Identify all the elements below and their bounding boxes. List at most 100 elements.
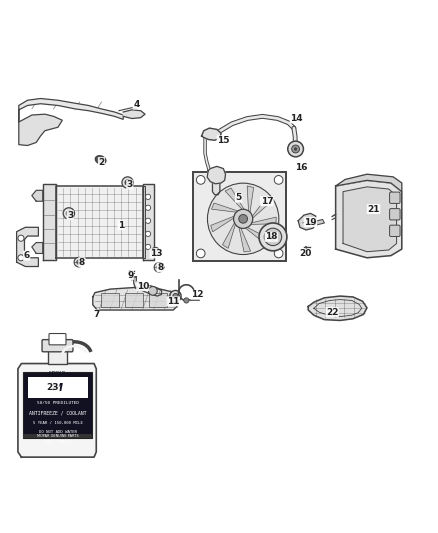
Circle shape <box>154 263 164 272</box>
Circle shape <box>274 175 283 184</box>
FancyBboxPatch shape <box>390 225 400 237</box>
FancyBboxPatch shape <box>102 294 119 306</box>
Circle shape <box>66 211 71 216</box>
Text: 16: 16 <box>296 163 308 172</box>
Circle shape <box>157 265 161 270</box>
Circle shape <box>170 290 181 302</box>
Polygon shape <box>134 277 162 296</box>
Text: 9: 9 <box>127 271 134 280</box>
Text: MOPAR GENUINE PARTS: MOPAR GENUINE PARTS <box>37 433 78 438</box>
Circle shape <box>145 194 151 199</box>
Circle shape <box>18 235 24 241</box>
Polygon shape <box>223 222 236 248</box>
Text: 2: 2 <box>99 158 105 166</box>
Circle shape <box>259 223 287 251</box>
Circle shape <box>145 205 151 211</box>
Circle shape <box>173 294 178 298</box>
Polygon shape <box>143 186 145 258</box>
Polygon shape <box>247 186 254 213</box>
Circle shape <box>77 260 81 264</box>
Circle shape <box>152 247 159 255</box>
Circle shape <box>122 177 133 188</box>
Circle shape <box>74 257 84 267</box>
FancyBboxPatch shape <box>48 351 67 364</box>
FancyBboxPatch shape <box>42 340 73 352</box>
Polygon shape <box>17 228 39 266</box>
Circle shape <box>274 249 283 258</box>
Circle shape <box>208 183 279 255</box>
Text: 23: 23 <box>46 383 59 392</box>
Text: 10: 10 <box>137 281 149 290</box>
FancyBboxPatch shape <box>390 192 400 204</box>
Polygon shape <box>201 128 221 140</box>
Circle shape <box>288 141 304 157</box>
Text: 7: 7 <box>93 310 99 319</box>
Circle shape <box>154 249 157 253</box>
Circle shape <box>294 148 297 150</box>
Polygon shape <box>212 203 239 212</box>
Ellipse shape <box>95 156 106 164</box>
Polygon shape <box>19 114 62 146</box>
Text: 17: 17 <box>261 197 273 206</box>
Circle shape <box>269 233 276 240</box>
Text: 8: 8 <box>157 263 163 272</box>
Circle shape <box>148 287 157 295</box>
Polygon shape <box>211 216 235 232</box>
Polygon shape <box>308 296 367 320</box>
Text: 5 YEAR / 150,000 MILE: 5 YEAR / 150,000 MILE <box>32 421 82 425</box>
FancyBboxPatch shape <box>390 208 400 220</box>
Text: 22: 22 <box>326 308 339 317</box>
Polygon shape <box>18 364 96 457</box>
Circle shape <box>18 255 24 261</box>
Text: 14: 14 <box>290 114 303 123</box>
Polygon shape <box>245 227 269 244</box>
Circle shape <box>145 244 151 249</box>
Polygon shape <box>43 184 56 260</box>
Polygon shape <box>32 243 43 254</box>
Text: 12: 12 <box>191 290 204 300</box>
Text: HOAT FORMULA: HOAT FORMULA <box>44 440 71 444</box>
Text: DO NOT ADD WATER: DO NOT ADD WATER <box>39 430 77 434</box>
Text: 8: 8 <box>79 257 85 266</box>
Circle shape <box>63 208 74 219</box>
FancyBboxPatch shape <box>23 434 92 438</box>
FancyBboxPatch shape <box>23 372 92 438</box>
Text: 11: 11 <box>167 297 180 306</box>
Polygon shape <box>343 187 396 252</box>
FancyBboxPatch shape <box>149 294 167 306</box>
Circle shape <box>145 218 151 223</box>
Polygon shape <box>336 180 402 258</box>
Text: M: M <box>52 383 63 393</box>
Text: 5: 5 <box>236 193 242 202</box>
Polygon shape <box>212 184 220 195</box>
Text: 21: 21 <box>367 205 380 214</box>
Polygon shape <box>250 217 276 224</box>
Text: 20: 20 <box>299 249 311 258</box>
Circle shape <box>233 209 253 229</box>
Polygon shape <box>93 287 179 310</box>
Text: 19: 19 <box>304 217 317 227</box>
Text: 13: 13 <box>150 249 162 258</box>
FancyBboxPatch shape <box>49 334 66 345</box>
Circle shape <box>292 145 300 153</box>
Polygon shape <box>19 99 123 123</box>
Text: 3: 3 <box>127 180 133 189</box>
FancyBboxPatch shape <box>28 377 88 398</box>
Polygon shape <box>239 227 251 252</box>
Polygon shape <box>225 188 245 211</box>
Polygon shape <box>336 174 402 192</box>
Text: 15: 15 <box>217 136 230 145</box>
Polygon shape <box>207 166 226 184</box>
Polygon shape <box>32 190 43 201</box>
Text: MOPAR: MOPAR <box>49 371 66 376</box>
Text: 1: 1 <box>118 221 124 230</box>
Polygon shape <box>123 110 145 118</box>
Text: 18: 18 <box>265 232 278 241</box>
FancyBboxPatch shape <box>125 294 143 306</box>
Polygon shape <box>56 186 143 258</box>
Circle shape <box>196 249 205 258</box>
Text: ANTIFREEZE / COOLANT: ANTIFREEZE / COOLANT <box>29 410 86 416</box>
FancyBboxPatch shape <box>193 172 286 261</box>
Circle shape <box>196 175 205 184</box>
Polygon shape <box>143 184 154 260</box>
